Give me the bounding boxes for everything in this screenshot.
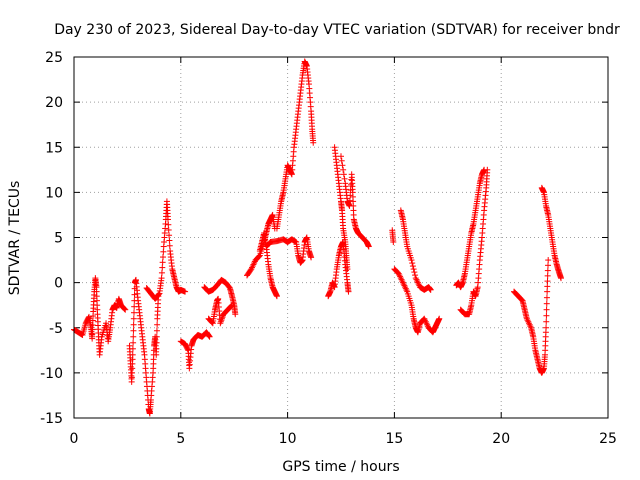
data-point bbox=[273, 293, 280, 300]
data-point bbox=[544, 267, 551, 274]
x-tick-label: 15 bbox=[385, 431, 403, 447]
data-point bbox=[160, 254, 166, 261]
data-point bbox=[130, 321, 137, 328]
data-point bbox=[129, 351, 136, 358]
data-point bbox=[558, 275, 565, 282]
data-point bbox=[543, 294, 550, 301]
data-point bbox=[412, 272, 419, 279]
x-tick-label: 20 bbox=[492, 431, 510, 447]
data-point bbox=[130, 333, 137, 340]
plot-frame bbox=[73, 56, 609, 419]
data-point bbox=[206, 333, 213, 340]
data-point bbox=[153, 333, 160, 340]
data-point bbox=[338, 157, 345, 164]
data-point bbox=[165, 226, 172, 233]
data-point bbox=[344, 266, 351, 273]
data-point bbox=[131, 291, 138, 298]
y-tick-label: -15 bbox=[40, 411, 63, 427]
x-tick-label: 5 bbox=[176, 431, 185, 447]
data-point bbox=[153, 345, 160, 352]
data-point bbox=[339, 162, 346, 169]
data-point bbox=[130, 327, 137, 334]
data-point bbox=[154, 321, 161, 328]
y-tick-label: -10 bbox=[40, 366, 63, 382]
data-point bbox=[544, 272, 551, 279]
data-points bbox=[71, 58, 565, 417]
data-point bbox=[340, 166, 347, 173]
data-point bbox=[153, 351, 160, 358]
y-tick-label: 0 bbox=[54, 276, 63, 292]
tick-labels: 0 5 10 15 20 25 -15 -10 -5 0 5 10 15 20 25 bbox=[40, 50, 617, 447]
data-point bbox=[130, 315, 137, 322]
data-point bbox=[159, 259, 166, 266]
data-point bbox=[543, 312, 550, 319]
data-point bbox=[256, 253, 263, 260]
y-tick-label: 20 bbox=[45, 95, 63, 111]
data-point bbox=[427, 286, 434, 293]
data-point bbox=[247, 267, 254, 274]
data-point bbox=[543, 318, 550, 325]
data-point bbox=[390, 239, 397, 246]
data-point bbox=[153, 339, 160, 346]
data-point bbox=[160, 248, 167, 255]
x-tick-label: 10 bbox=[279, 431, 297, 447]
data-point bbox=[166, 232, 173, 239]
data-point bbox=[545, 262, 552, 269]
data-point bbox=[182, 288, 189, 295]
x-tick-label: 25 bbox=[599, 431, 617, 447]
data-point bbox=[544, 288, 551, 295]
data-point bbox=[365, 243, 372, 250]
x-axis-label: GPS time / hours bbox=[282, 459, 399, 475]
data-point bbox=[346, 197, 353, 204]
data-point bbox=[166, 237, 173, 244]
data-point bbox=[410, 266, 417, 273]
data-point bbox=[436, 315, 443, 322]
chart-title: Day 230 of 2023, Sidereal Day-to-day VTE… bbox=[54, 22, 620, 38]
y-tick-label: 10 bbox=[45, 185, 63, 201]
data-point bbox=[153, 327, 160, 334]
data-point bbox=[166, 242, 173, 249]
data-point bbox=[484, 166, 491, 173]
data-point bbox=[409, 260, 416, 267]
data-point bbox=[544, 283, 551, 290]
data-point bbox=[409, 263, 416, 270]
data-point bbox=[543, 324, 550, 331]
data-point bbox=[340, 171, 347, 178]
x-tick-label: 0 bbox=[70, 431, 79, 447]
data-point bbox=[130, 339, 137, 346]
data-point bbox=[338, 153, 344, 160]
data-point bbox=[122, 306, 129, 313]
y-tick-label: 5 bbox=[54, 231, 63, 247]
data-point bbox=[411, 269, 418, 276]
data-point bbox=[543, 306, 550, 313]
data-point bbox=[164, 216, 171, 223]
data-point bbox=[155, 291, 162, 298]
data-point bbox=[545, 257, 552, 264]
data-point bbox=[345, 288, 352, 295]
y-tick-label: -5 bbox=[49, 321, 63, 337]
data-point bbox=[544, 278, 551, 285]
data-point bbox=[308, 254, 315, 261]
data-point bbox=[159, 264, 166, 271]
data-point bbox=[543, 300, 550, 307]
data-point bbox=[206, 333, 213, 340]
y-tick-label: 25 bbox=[45, 50, 63, 66]
data-point bbox=[408, 257, 415, 264]
y-tick-label: 15 bbox=[45, 140, 63, 156]
data-point bbox=[341, 175, 348, 182]
data-point bbox=[232, 311, 239, 318]
data-point bbox=[121, 305, 128, 312]
data-point bbox=[158, 269, 165, 276]
data-point bbox=[165, 221, 172, 228]
data-point bbox=[129, 345, 136, 352]
data-point bbox=[310, 139, 317, 146]
data-point bbox=[158, 275, 165, 282]
data-point bbox=[130, 309, 137, 316]
data-point bbox=[85, 314, 92, 321]
y-axis-label: SDTVAR / TECUs bbox=[7, 181, 23, 296]
